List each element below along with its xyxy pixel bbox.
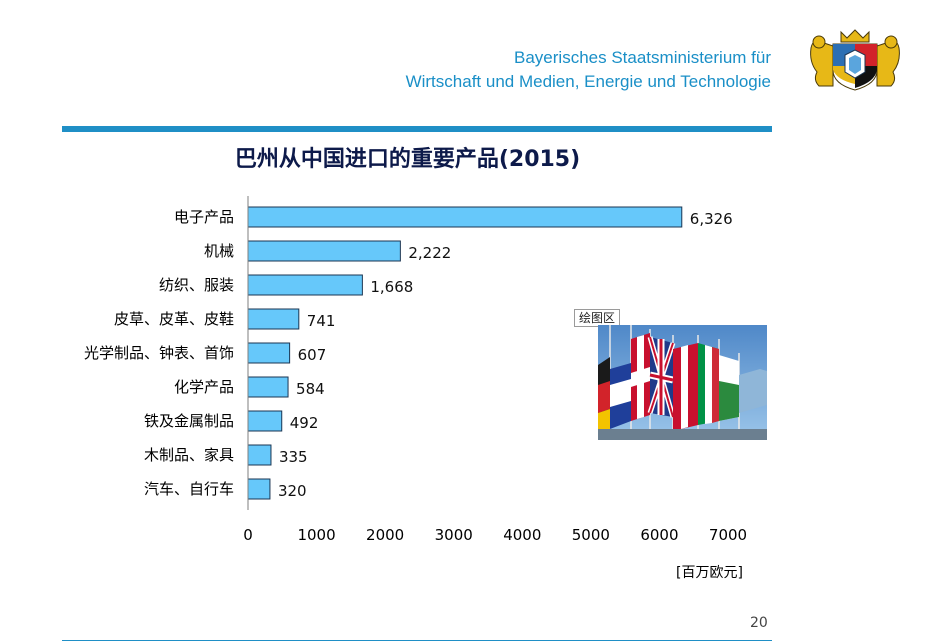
category-label: 铁及金属制品 xyxy=(144,412,234,430)
ministry-name-line1: Bayerisches Staatsministerium für xyxy=(514,48,771,67)
category-label: 化学产品 xyxy=(174,378,234,396)
bavarian-coat-of-arms-logo xyxy=(803,28,907,92)
x-tick-label: 1000 xyxy=(297,526,335,544)
data-label: 741 xyxy=(307,312,336,330)
data-label: 6,326 xyxy=(690,210,733,228)
data-label: 1,668 xyxy=(370,278,413,296)
data-label: 492 xyxy=(290,414,319,432)
unit-label: [百万欧元] xyxy=(676,565,743,581)
x-tick-label: 6000 xyxy=(640,526,678,544)
bar-chart: 电子产品 6,326 机械 2,222 纺织、服装 1,668 皮草、皮革、皮鞋 741 光学制… xyxy=(84,196,747,544)
category-label: 电子产品 xyxy=(174,208,234,226)
category-label: 光学制品、钟表、首饰 xyxy=(84,344,234,362)
data-label: 584 xyxy=(296,380,325,398)
x-tick-label: 2000 xyxy=(366,526,404,544)
bar xyxy=(247,478,271,500)
category-label: 纺织、服装 xyxy=(159,276,234,294)
flags-photo xyxy=(598,325,767,440)
footer-divider xyxy=(62,640,772,641)
ministry-name: Bayerisches Staatsministerium für Wirtsc… xyxy=(406,46,771,94)
category-label: 机械 xyxy=(204,242,234,260)
x-tick-label: 4000 xyxy=(503,526,541,544)
x-tick-label: 7000 xyxy=(709,526,747,544)
plot-area-tooltip: 绘图区 xyxy=(574,309,621,327)
header-divider xyxy=(62,126,772,132)
bar xyxy=(247,410,283,432)
x-tick-label: 3000 xyxy=(435,526,473,544)
bar xyxy=(247,376,289,398)
category-label: 汽车、自行车 xyxy=(144,480,234,498)
data-label: 607 xyxy=(298,346,327,364)
category-label: 皮草、皮革、皮鞋 xyxy=(114,310,234,328)
bar xyxy=(247,308,300,330)
chart-title: 巴州从中国进口的重要产品(2015) xyxy=(234,147,581,172)
x-tick-label: 0 xyxy=(243,526,253,544)
bar xyxy=(247,342,291,364)
x-tick-label: 5000 xyxy=(572,526,610,544)
data-label: 2,222 xyxy=(408,244,451,262)
page-number: 20 xyxy=(750,615,768,631)
bar xyxy=(247,274,363,296)
category-label: 木制品、家具 xyxy=(144,446,234,464)
data-label: 335 xyxy=(279,448,308,466)
data-label: 320 xyxy=(278,482,307,500)
ministry-name-line2: Wirtschaft und Medien, Energie und Techn… xyxy=(405,72,771,91)
bar xyxy=(247,240,401,262)
bar xyxy=(247,444,272,466)
bar xyxy=(247,206,683,228)
